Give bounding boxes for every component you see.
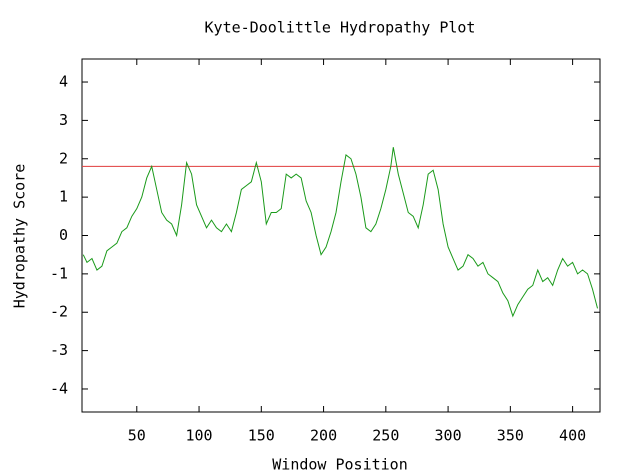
y-axis-label: Hydropathy Score [11, 164, 29, 309]
y-tick-label: 3 [59, 111, 68, 129]
y-tick-label: -4 [50, 379, 68, 397]
y-tick-label: -1 [50, 264, 68, 282]
x-tick-label: 50 [128, 427, 146, 445]
y-tick-label: 2 [59, 149, 68, 167]
data-line [82, 147, 598, 318]
x-tick-label: 350 [497, 427, 524, 445]
x-tick-label: 100 [186, 427, 213, 445]
x-tick-label: 400 [559, 427, 586, 445]
y-tick-label: -2 [50, 303, 68, 321]
y-tick-label: 1 [59, 188, 68, 206]
chart-title: Kyte-Doolittle Hydropathy Plot [205, 19, 476, 37]
y-tick-label: 0 [59, 226, 68, 244]
y-tick-label: 4 [59, 73, 68, 91]
plot-frame [81, 58, 601, 413]
x-tick-label: 300 [435, 427, 462, 445]
x-axis-label: Window Position [272, 456, 407, 474]
x-tick-label: 150 [248, 427, 275, 445]
x-tick-label: 200 [310, 427, 337, 445]
y-tick-label: -3 [50, 341, 68, 359]
x-tick-label: 250 [372, 427, 399, 445]
